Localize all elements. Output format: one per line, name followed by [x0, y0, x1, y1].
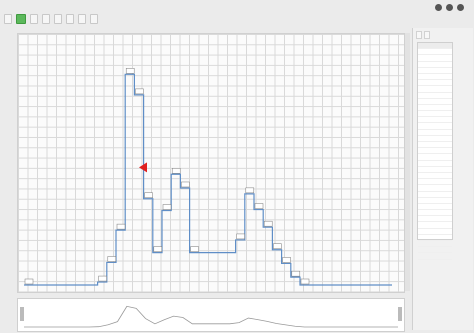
- vertical-scrollbar[interactable]: [405, 33, 410, 291]
- list-item[interactable]: [418, 247, 452, 254]
- list-item[interactable]: [418, 253, 452, 260]
- data-point-label[interactable]: [273, 243, 282, 249]
- toolbar-button[interactable]: [42, 14, 50, 24]
- list-item[interactable]: [418, 241, 452, 248]
- list-item[interactable]: [418, 130, 452, 136]
- data-point-label[interactable]: [236, 233, 245, 240]
- toolbar-button[interactable]: [4, 14, 12, 24]
- list-item[interactable]: [418, 216, 452, 223]
- list-item[interactable]: [418, 235, 452, 241]
- close-icon[interactable]: [457, 4, 464, 11]
- toolbar-button[interactable]: [78, 14, 86, 24]
- panel-tab[interactable]: [424, 31, 430, 39]
- run-button[interactable]: [16, 14, 26, 24]
- list-item[interactable]: [418, 210, 452, 217]
- data-point-label[interactable]: [144, 192, 153, 199]
- list-item[interactable]: [418, 192, 452, 198]
- data-point-label[interactable]: [181, 181, 190, 188]
- list-item[interactable]: [418, 86, 452, 93]
- data-point-label[interactable]: [291, 270, 301, 277]
- window-controls: [435, 4, 464, 11]
- data-point-label[interactable]: [24, 278, 34, 285]
- side-panel: [412, 28, 473, 330]
- data-point-label[interactable]: [263, 220, 273, 227]
- list-item[interactable]: [418, 136, 452, 142]
- cursor-marker-icon[interactable]: [139, 162, 147, 173]
- overview-series-line: [24, 305, 398, 328]
- list-item[interactable]: [418, 80, 452, 87]
- data-point-label[interactable]: [254, 203, 264, 209]
- list-item[interactable]: [418, 173, 452, 180]
- list-item[interactable]: [418, 123, 452, 130]
- toolbar-button[interactable]: [66, 14, 74, 24]
- list-item[interactable]: [418, 55, 452, 62]
- data-point-label[interactable]: [116, 223, 126, 230]
- list-item[interactable]: [418, 111, 452, 118]
- data-point-label[interactable]: [300, 278, 310, 285]
- list-item[interactable]: [418, 74, 452, 81]
- range-handle-right[interactable]: [398, 307, 402, 321]
- plot-area[interactable]: [17, 33, 405, 293]
- list-item[interactable]: [418, 49, 452, 56]
- list-item[interactable]: [418, 68, 452, 74]
- toolbar-button[interactable]: [54, 14, 62, 24]
- overview-navigator[interactable]: [17, 298, 405, 332]
- data-point-label[interactable]: [153, 246, 163, 252]
- data-point-label[interactable]: [107, 256, 117, 262]
- series-line: [24, 73, 392, 286]
- data-point-label[interactable]: [190, 246, 199, 252]
- list-item[interactable]: [418, 179, 452, 186]
- list-item[interactable]: [418, 148, 452, 155]
- list-item[interactable]: [418, 161, 452, 167]
- toolbar-button[interactable]: [30, 14, 38, 24]
- maximize-icon[interactable]: [446, 4, 453, 11]
- data-point-label[interactable]: [98, 275, 107, 282]
- list-item[interactable]: [418, 117, 452, 124]
- toolbar-button[interactable]: [90, 14, 98, 24]
- data-list[interactable]: [417, 42, 453, 260]
- list-item[interactable]: [418, 185, 452, 192]
- toolbar: [0, 12, 474, 26]
- list-item[interactable]: [418, 229, 452, 235]
- list-item[interactable]: [418, 198, 452, 204]
- data-point-label[interactable]: [135, 88, 144, 95]
- list-item[interactable]: [418, 62, 452, 68]
- list-item[interactable]: [418, 99, 452, 105]
- panel-tab[interactable]: [416, 31, 422, 39]
- data-point-label[interactable]: [282, 257, 291, 263]
- range-handle-left[interactable]: [20, 307, 24, 321]
- list-header: [418, 43, 452, 50]
- data-point-label[interactable]: [125, 68, 135, 74]
- data-point-label[interactable]: [162, 204, 172, 210]
- list-item[interactable]: [418, 167, 452, 173]
- list-item[interactable]: [418, 204, 452, 211]
- list-item[interactable]: [418, 93, 452, 99]
- list-item[interactable]: [418, 154, 452, 161]
- list-item[interactable]: [418, 105, 452, 112]
- data-point-label[interactable]: [245, 187, 255, 194]
- minimize-icon[interactable]: [435, 4, 442, 11]
- list-item[interactable]: [418, 142, 452, 149]
- data-point-label[interactable]: [171, 168, 181, 174]
- list-item[interactable]: [418, 222, 452, 229]
- overview-line: [24, 305, 398, 328]
